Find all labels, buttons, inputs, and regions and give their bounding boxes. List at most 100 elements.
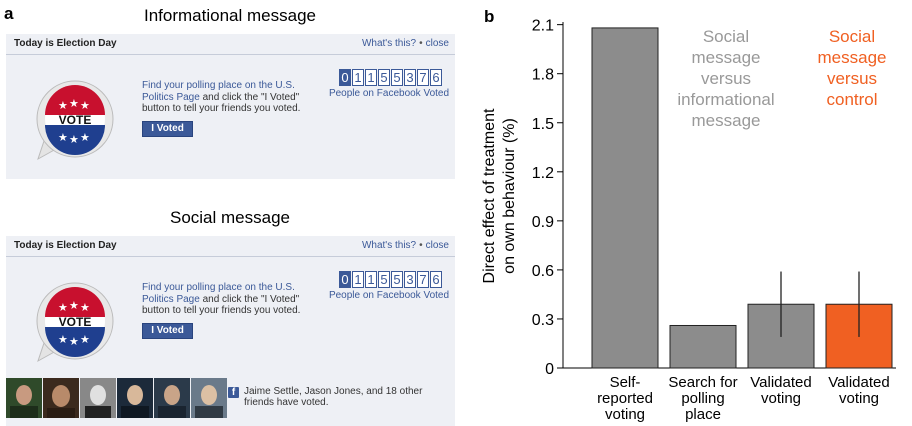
legend-label: informational bbox=[677, 90, 774, 109]
counter-digit: 6 bbox=[430, 271, 442, 288]
election-day-heading: Today is Election Day bbox=[14, 240, 117, 251]
informational-message-title: Informational message bbox=[144, 6, 316, 25]
separator-dot: • bbox=[419, 38, 423, 49]
svg-text:★: ★ bbox=[80, 334, 90, 346]
x-tick-label: polling bbox=[681, 390, 724, 407]
polling-place-link[interactable]: Find your polling place on the U.S. Poli… bbox=[142, 80, 295, 103]
instruction-rest: and click the "I Voted" button to tell y… bbox=[142, 293, 301, 317]
counter-digit: 5 bbox=[391, 271, 403, 288]
x-tick-label: reported bbox=[597, 390, 653, 407]
friend-photos bbox=[6, 378, 227, 418]
fb-header: Today is Election Day What's this? • close bbox=[6, 236, 455, 257]
counter-digit: 0 bbox=[339, 271, 351, 288]
friends-voted-text: Jaime Settle, Jason Jones, and 18 other … bbox=[244, 386, 423, 408]
counter-digit: 1 bbox=[352, 69, 364, 86]
election-day-heading: Today is Election Day bbox=[14, 38, 117, 49]
badge-vote-text: VOTE bbox=[59, 113, 92, 127]
svg-text:★: ★ bbox=[58, 132, 68, 144]
friend-photo[interactable] bbox=[80, 378, 116, 418]
legend-label: message bbox=[818, 48, 887, 67]
header-links: What's this? • close bbox=[362, 240, 449, 251]
legend-label: control bbox=[826, 90, 877, 109]
x-tick-label: place bbox=[685, 406, 721, 423]
legend-label: message bbox=[692, 48, 761, 67]
svg-text:★: ★ bbox=[80, 132, 90, 144]
vote-badge-icon: ★ ★ ★ ★ ★ ★ VOTE bbox=[36, 80, 114, 161]
whats-this-link[interactable]: What's this? bbox=[361, 38, 417, 49]
svg-text:★: ★ bbox=[69, 134, 79, 146]
y-tick-label: 0.6 bbox=[532, 263, 554, 280]
legend-label: Social bbox=[829, 27, 875, 46]
x-tick-label: Validated bbox=[750, 374, 811, 391]
friend-photo[interactable] bbox=[154, 378, 190, 418]
counter-digit: 6 bbox=[430, 69, 442, 86]
svg-text:★: ★ bbox=[58, 334, 68, 346]
y-tick-label: 1.5 bbox=[532, 116, 554, 133]
counter-digit: 0 bbox=[339, 69, 351, 86]
close-link[interactable]: close bbox=[425, 38, 449, 49]
y-axis-label: Direct effect of treatment bbox=[481, 108, 498, 283]
svg-text:★: ★ bbox=[58, 100, 68, 112]
counter-digit: 3 bbox=[404, 69, 416, 86]
y-axis-label: on own behaviour (%) bbox=[501, 118, 518, 274]
svg-text:★: ★ bbox=[69, 336, 79, 348]
svg-text:★: ★ bbox=[80, 100, 90, 112]
y-tick-label: 0.3 bbox=[532, 312, 554, 329]
y-tick-label: 2.1 bbox=[532, 18, 554, 35]
friend-photo[interactable] bbox=[117, 378, 153, 418]
instruction-rest: and click the "I Voted" button to tell y… bbox=[142, 91, 301, 115]
counter-digit: 1 bbox=[352, 271, 364, 288]
informational-message-box: Today is Election Day What's this? • close… bbox=[6, 34, 455, 179]
bar bbox=[591, 27, 659, 369]
legend-label: versus bbox=[701, 69, 751, 88]
friend-photo[interactable] bbox=[6, 378, 42, 418]
svg-text:★: ★ bbox=[58, 302, 68, 314]
counter-digit: 7 bbox=[417, 271, 429, 288]
social-message-title: Social message bbox=[169, 208, 290, 227]
counter-label: People on Facebook Voted bbox=[328, 88, 450, 99]
fb-header: Today is Election Day What's this? • close bbox=[6, 34, 455, 55]
x-tick-label: voting bbox=[839, 390, 879, 407]
friend-photo[interactable] bbox=[191, 378, 227, 418]
i-voted-button[interactable]: I Voted bbox=[142, 121, 193, 137]
legend-label: message bbox=[692, 111, 761, 130]
i-voted-button[interactable]: I Voted bbox=[142, 323, 193, 339]
counter-label: People on Facebook Voted bbox=[328, 290, 450, 301]
y-tick-label: 1.2 bbox=[532, 165, 554, 182]
counter-digit: 5 bbox=[391, 69, 403, 86]
counter-digit: 1 bbox=[365, 69, 377, 86]
panel-b-letter: b bbox=[484, 7, 494, 26]
counter-digit: 5 bbox=[378, 69, 390, 86]
legend-label: Social bbox=[703, 27, 749, 46]
facebook-logo-icon: f bbox=[228, 387, 239, 398]
friend-photo[interactable] bbox=[43, 378, 79, 418]
legend-label: versus bbox=[827, 69, 877, 88]
panel-a-letter: a bbox=[4, 4, 14, 23]
x-tick-label: Search for bbox=[668, 374, 737, 391]
instruction-text: Find your polling place on the U.S. Poli… bbox=[142, 80, 324, 115]
header-links: What's this? • close bbox=[362, 38, 449, 49]
counter-digit: 5 bbox=[378, 271, 390, 288]
y-tick-label: 1.8 bbox=[532, 67, 554, 84]
close-link[interactable]: close bbox=[425, 240, 449, 251]
bar bbox=[669, 324, 737, 369]
x-tick-label: Self- bbox=[610, 374, 641, 391]
x-tick-label: voting bbox=[605, 406, 645, 423]
svg-text:★: ★ bbox=[69, 300, 79, 312]
counter-digit: 1 bbox=[365, 271, 377, 288]
svg-text:★: ★ bbox=[80, 302, 90, 314]
badge-vote-text: VOTE bbox=[59, 315, 92, 329]
x-tick-label: voting bbox=[761, 390, 801, 407]
counter-digit: 3 bbox=[404, 271, 416, 288]
x-tick-label: Validated bbox=[828, 374, 889, 391]
polling-place-link[interactable]: Find your polling place on the U.S. Poli… bbox=[142, 282, 295, 305]
vote-badge-icon: ★ ★ ★ ★ ★ ★ VOTE bbox=[36, 282, 114, 363]
y-tick-label: 0 bbox=[545, 361, 554, 378]
whats-this-link[interactable]: What's this? bbox=[361, 240, 417, 251]
counter-digit: 7 bbox=[417, 69, 429, 86]
instruction-text: Find your polling place on the U.S. Poli… bbox=[142, 282, 324, 317]
y-tick-label: 0.9 bbox=[532, 214, 554, 231]
